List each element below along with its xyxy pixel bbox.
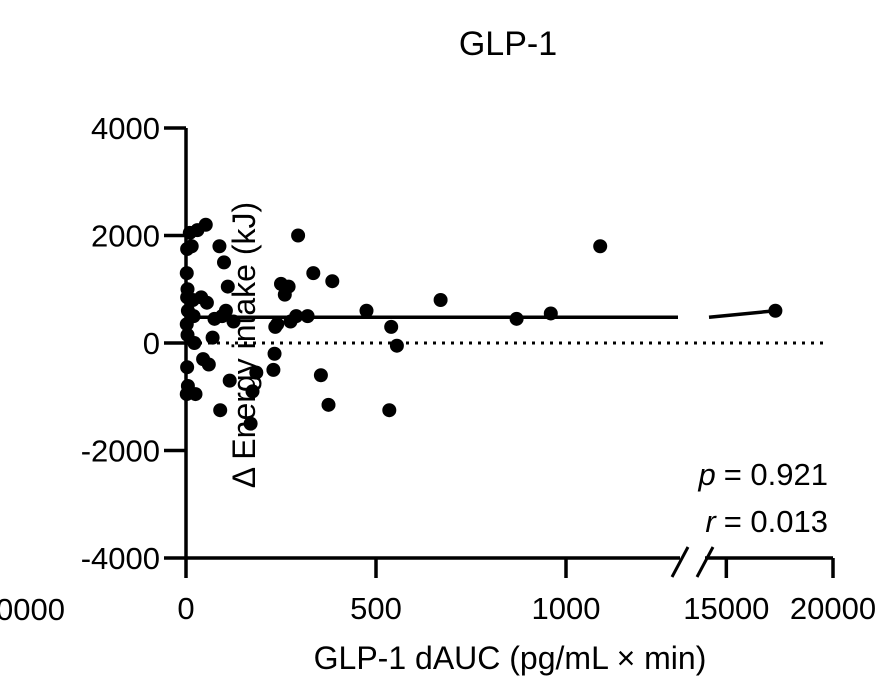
data-point xyxy=(226,314,241,329)
data-point xyxy=(300,309,315,324)
data-point xyxy=(321,397,336,412)
data-point xyxy=(389,338,404,353)
data-point xyxy=(543,306,558,321)
data-point xyxy=(205,330,220,345)
x-tick-label: 500 xyxy=(350,591,402,626)
r-label: r xyxy=(705,504,717,539)
y-axis-label: Δ Energy intake (kJ) xyxy=(226,202,262,488)
x-tick-label: 1000 xyxy=(532,591,601,626)
y-axis-ticks: 4000 2000 0 -2000 -4000 xyxy=(81,111,186,576)
p-value-annotation: p = 0.921 xyxy=(697,457,828,492)
data-point xyxy=(184,239,199,254)
y-tick-label: 0 xyxy=(143,326,160,361)
data-point xyxy=(186,309,201,324)
data-point xyxy=(222,373,237,388)
data-point xyxy=(212,239,227,254)
data-point xyxy=(433,293,448,307)
y-tick-label: 4000 xyxy=(91,111,160,146)
x-axis-label: GLP-1 dAUC (pg/mL × min) xyxy=(314,640,707,676)
data-point xyxy=(199,295,214,310)
data-point xyxy=(313,368,328,383)
data-point xyxy=(218,303,233,318)
data-point xyxy=(382,403,397,418)
data-point xyxy=(384,319,399,334)
data-point xyxy=(198,217,213,232)
x-tick-label: 0 xyxy=(177,591,194,626)
p-value: = 0.921 xyxy=(724,457,828,492)
data-point xyxy=(266,362,281,377)
y-tick-label: -4000 xyxy=(81,541,160,576)
data-point xyxy=(217,255,231,270)
data-points xyxy=(179,217,783,431)
r-value: = 0.013 xyxy=(724,504,828,539)
regression-line-right xyxy=(708,309,776,319)
y-tick-label: 2000 xyxy=(91,219,160,254)
data-point xyxy=(281,279,296,294)
data-point xyxy=(213,403,228,418)
data-point xyxy=(289,309,304,324)
data-point xyxy=(180,360,195,375)
axis-break-mark-2 xyxy=(695,546,715,578)
data-point xyxy=(245,384,260,399)
r-value-annotation: r = 0.013 xyxy=(705,504,828,539)
chart-title: GLP-1 xyxy=(459,25,557,63)
data-point xyxy=(509,311,524,326)
axis-break-mark-1 xyxy=(670,546,690,578)
data-point xyxy=(243,416,258,431)
x-tick-label: 20000 xyxy=(790,591,876,626)
x-tick-label: 15000 xyxy=(683,591,769,626)
data-point xyxy=(249,365,264,380)
data-point xyxy=(593,239,608,254)
data-point xyxy=(267,346,282,361)
data-point xyxy=(359,303,374,318)
data-point xyxy=(291,228,306,243)
y-tick-label: -2000 xyxy=(81,434,160,469)
data-point xyxy=(325,274,340,289)
data-point xyxy=(306,266,321,281)
data-point xyxy=(220,279,235,294)
p-label: p xyxy=(697,457,715,492)
data-point xyxy=(188,387,203,402)
data-point xyxy=(187,336,202,350)
data-point xyxy=(201,357,216,372)
data-point xyxy=(179,266,194,281)
data-point xyxy=(270,317,285,332)
data-point xyxy=(768,303,783,318)
x-axis-ticks: 0 500 1000 15000 20000 xyxy=(177,558,876,626)
partial-x-tick-label: 0000 xyxy=(0,592,65,627)
